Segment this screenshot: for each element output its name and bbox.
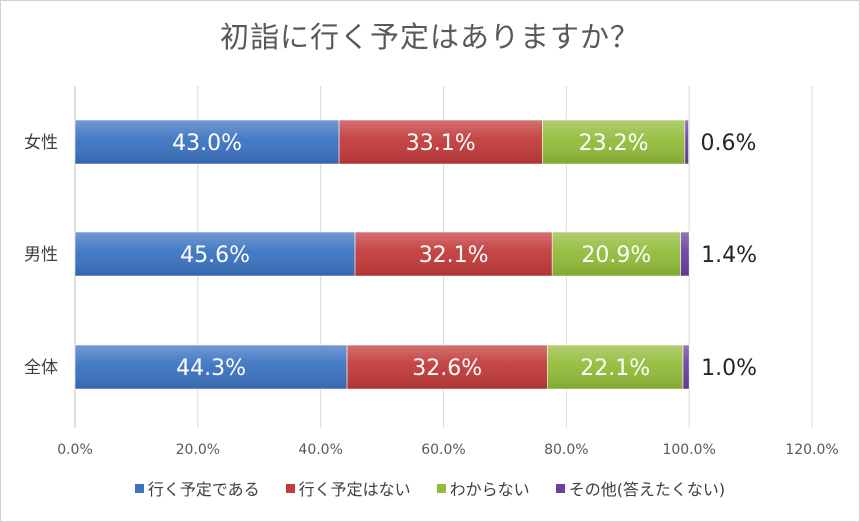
data-label: 44.3% (176, 356, 246, 381)
y-tick-label: 女性 (24, 133, 58, 153)
bar-segment-shading (355, 232, 553, 276)
x-tick-label: 40.0% (298, 442, 342, 458)
legend-label: その他(答えたくない) (568, 480, 726, 499)
data-label: 43.0% (172, 131, 242, 156)
bar-segment-shading (339, 120, 543, 164)
bar-segment-shading (547, 345, 684, 389)
chart-title: 初詣に行く予定はありますか？ (219, 20, 640, 54)
data-label: 1.0% (701, 356, 757, 381)
x-tick-label: 20.0% (176, 442, 220, 458)
legend-swatch (436, 483, 446, 493)
bar-segment-shading (542, 120, 685, 164)
legend-swatch (285, 483, 295, 493)
data-label: 22.1% (580, 356, 650, 381)
bar-segment-shading (680, 232, 690, 276)
bar-segment-shading (75, 120, 340, 164)
data-label: 23.2% (579, 131, 649, 156)
legend-label: わからない (449, 480, 530, 499)
bar-segment-shading (347, 345, 548, 389)
data-label: 20.9% (581, 243, 651, 268)
x-tick-label: 80.0% (544, 442, 588, 458)
bar-segment-shading (75, 345, 348, 389)
legend-label: 行く予定である (147, 480, 260, 499)
x-tick-label: 120.0% (785, 442, 838, 458)
y-tick-label: 男性 (24, 245, 58, 265)
data-label: 33.1% (406, 131, 476, 156)
legend-item: わからない (436, 476, 530, 500)
y-tick-label: 全体 (24, 358, 58, 378)
bar-segment-shading (75, 232, 356, 276)
legend-item: その他(答えたくない) (555, 476, 726, 500)
legend-item: 行く予定はない (285, 476, 411, 500)
bar-segment-shading (684, 120, 689, 164)
x-tick-label: 60.0% (421, 442, 465, 458)
bar-segment-shading (683, 345, 690, 389)
legend-label: 行く予定はない (298, 480, 411, 499)
data-label: 32.1% (419, 243, 489, 268)
legend-swatch (134, 483, 144, 493)
legend: 行く予定である 行く予定はない わからない その他(答えたくない) (0, 476, 860, 500)
data-label: 1.4% (701, 243, 757, 268)
data-label: 32.6% (412, 356, 482, 381)
legend-swatch (555, 483, 565, 493)
legend-item: 行く予定である (134, 476, 260, 500)
x-tick-label: 0.0% (57, 442, 93, 458)
data-label: 45.6% (180, 243, 250, 268)
bar-segment-shading (552, 232, 681, 276)
data-label: 0.6% (701, 131, 757, 156)
x-tick-label: 100.0% (662, 442, 715, 458)
